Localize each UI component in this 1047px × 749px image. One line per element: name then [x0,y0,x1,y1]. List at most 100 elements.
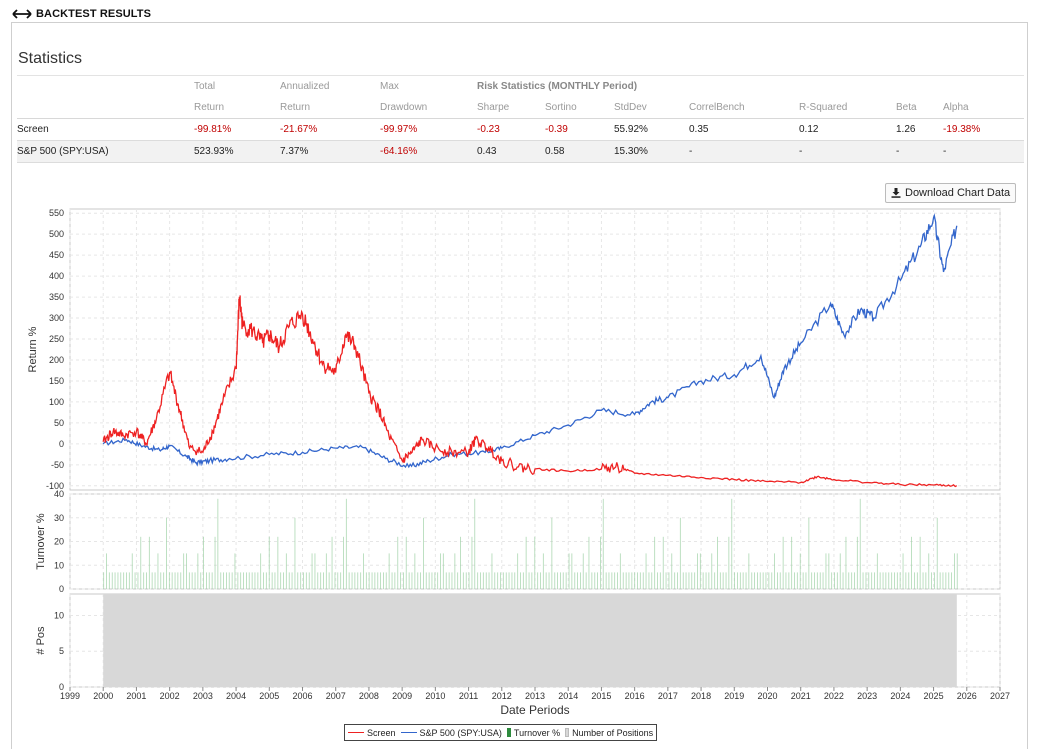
turnover-bar [816,572,818,589]
turnover-bar [825,553,827,589]
turnover-bar [280,572,282,589]
turnover-bar [888,572,890,589]
turnover-bar [160,572,162,589]
turnover-bar [734,572,735,589]
turnover-bar [768,572,770,589]
turnover-bar [782,536,784,590]
turnover-bar [714,572,716,589]
turnover-bar [717,536,718,590]
y-tick-label: 550 [49,208,64,218]
turnover-bar [862,572,864,589]
x-axis-label: Date Periods [500,703,569,717]
positions-area [103,594,957,687]
series-line-sp500 [102,213,958,469]
turnover-bar [571,553,573,589]
turnover-bar [771,572,773,589]
legend-label: Number of Positions [572,727,654,738]
turnover-bar [731,498,733,590]
turnover-bar [911,536,912,590]
x-tick-label: 2001 [126,691,146,701]
turnover-bar [246,572,247,589]
turnover-bar [423,517,424,590]
turnover-bar [323,572,324,589]
turnover-bar [208,572,210,589]
turnover-bar [388,553,390,589]
turnover-bar [757,572,758,589]
y-tick-label: 40 [54,489,64,499]
turnover-bar [146,572,147,589]
turnover-bar [568,553,570,589]
turnover-bar [899,572,901,589]
double-arrow-icon[interactable] [12,8,32,20]
legend-item-turnover[interactable]: Turnover % [506,728,560,738]
turnover-bar [662,536,664,590]
turnover-bar [220,572,222,589]
turnover-bar [928,553,930,589]
x-tick-label: 2020 [757,691,777,701]
turnover-bar [745,572,747,589]
turnover-bar [948,572,950,589]
header-sortino: Sortino [545,97,614,119]
cell-correlbench: - [689,140,799,163]
turnover-bar [531,572,533,589]
turnover-bar [123,572,125,589]
turnover-bar [440,553,441,589]
turnover-bar [879,572,881,589]
turnover-bar [896,572,898,589]
legend-item-sp500[interactable]: S&P 500 (SPY:USA) [400,728,502,738]
y-tick-label: 0 [59,682,64,692]
turnover-bar [785,572,787,589]
cell-beta: 1.26 [896,118,943,141]
x-tick-label: 2003 [193,691,213,701]
turnover-bar [708,572,710,589]
turnover-bar [237,572,239,589]
cell-alpha: - [943,140,1024,163]
header-risk-statistics: Risk Statistics (MONTHLY Period) [477,75,1024,97]
turnover-bar [836,572,838,589]
turnover-bar [511,572,513,589]
turnover-bar [485,572,487,589]
turnover-bar [742,572,744,589]
legend-swatch [348,732,364,733]
cell-rsquared: - [799,140,896,163]
legend-item-screen[interactable]: Screen [348,728,396,738]
x-tick-label: 2024 [890,691,910,701]
y-tick-label: 200 [49,355,64,365]
turnover-bar [260,553,262,589]
x-tick-label: 2007 [326,691,346,701]
turnover-bar [945,572,947,589]
turnover-bar [197,553,199,589]
legend-swatch [565,728,570,737]
turnover-bar [665,572,667,589]
x-tick-label: 2002 [160,691,180,701]
download-chart-data-button[interactable]: Download Chart Data [885,183,1017,203]
turnover-bar [754,572,755,589]
turnover-bar [408,572,410,589]
header-total: Total [194,75,280,97]
turnover-bar [677,572,678,589]
x-tick-label: 1999 [60,691,80,701]
turnover-bar [808,517,810,590]
turnover-bar [394,572,396,589]
turnover-bar [157,553,159,589]
turnover-bar [805,572,807,589]
turnover-bar [540,572,541,589]
turnover-bar [494,572,496,589]
turnover-bar [191,572,193,589]
y-axis-label: Turnover % [35,513,47,570]
turnover-bar [314,553,316,589]
x-tick-label: 2005 [259,691,279,701]
x-tick-label: 2017 [658,691,678,701]
y-tick-label: 150 [49,376,64,386]
turnover-bar [774,553,775,589]
turnover-bar [591,572,593,589]
turnover-bar [411,572,413,589]
legend-item-positions[interactable]: Number of Positions [565,728,653,738]
x-tick-label: 2022 [824,691,844,701]
x-tick-label: 2026 [957,691,977,701]
legend-swatch [400,732,417,733]
turnover-bar [203,536,204,590]
x-tick-label: 2016 [625,691,645,701]
turnover-bar [348,572,350,589]
turnover-bar [397,536,399,590]
